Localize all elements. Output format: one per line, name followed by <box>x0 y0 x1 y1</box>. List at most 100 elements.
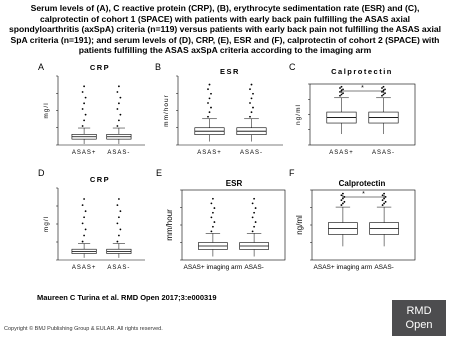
logo <box>392 300 446 336</box>
outlier <box>119 113 122 116</box>
panel-title: ESR <box>226 179 243 188</box>
outlier <box>81 240 84 243</box>
outlier <box>250 111 253 114</box>
outlier <box>83 234 85 237</box>
outlier <box>116 125 119 127</box>
outlier <box>119 210 122 213</box>
outlier <box>84 228 87 231</box>
outlier <box>251 216 254 219</box>
outlier <box>210 216 213 219</box>
outlier <box>384 92 386 95</box>
x-tick-label: ASAS- <box>374 264 394 271</box>
panel-letter: C <box>289 62 296 72</box>
outlier <box>213 207 216 209</box>
outlier <box>210 202 213 205</box>
outlier <box>83 216 85 219</box>
panel-letter: E <box>156 168 162 178</box>
outlier <box>81 204 84 207</box>
outlier <box>83 102 85 105</box>
citation: Maureen C Turina et al. RMD Open 2017;3:… <box>37 293 217 302</box>
outlier <box>208 83 211 86</box>
outlier <box>116 240 119 243</box>
x-tick-label: ASAS- <box>107 265 130 271</box>
outlier <box>382 85 385 88</box>
outlier <box>253 197 256 200</box>
outlier <box>249 115 251 118</box>
panel-letter: F <box>289 168 295 178</box>
y-axis-label: ng/ml <box>295 215 304 235</box>
outlier <box>384 200 387 203</box>
outlier <box>251 202 254 205</box>
outlier <box>339 94 341 97</box>
outlier <box>381 94 383 97</box>
y-axis-label: ng/ml <box>295 104 302 125</box>
x-tick-label: ASAS+ <box>329 150 354 156</box>
outlier <box>252 92 254 95</box>
y-axis-label: mm/hour <box>165 209 174 241</box>
outlier <box>210 230 213 233</box>
x-tick-label: ASAS- <box>240 150 263 156</box>
outlier <box>119 96 122 99</box>
outlier <box>118 85 120 88</box>
panel-title: Calprotectin <box>339 179 386 188</box>
outlier <box>207 88 209 91</box>
outlier <box>84 210 87 213</box>
outlier <box>207 115 209 118</box>
slide-title: Serum levels of (A), C reactive protein … <box>8 3 442 56</box>
logo-text: RMD <box>406 305 431 317</box>
outlier <box>250 97 253 100</box>
x-tick-label: ASAS- <box>244 264 264 271</box>
outlier <box>208 111 211 114</box>
outlier <box>118 234 120 237</box>
outlier <box>81 108 84 110</box>
panel-title: CRP <box>90 175 110 184</box>
outlier <box>250 83 253 86</box>
outlier <box>384 196 387 198</box>
outlier <box>210 106 212 109</box>
outlier <box>251 230 254 233</box>
outlier <box>118 102 120 105</box>
outlier <box>119 228 122 231</box>
outlier <box>116 108 119 110</box>
x-tick-label: ASAS+ <box>72 265 97 271</box>
outlier <box>382 93 385 96</box>
outlier <box>81 91 84 93</box>
outlier <box>208 97 211 100</box>
outlier <box>213 221 216 223</box>
outlier <box>383 202 385 205</box>
outlier <box>384 88 386 91</box>
outlier <box>116 91 119 93</box>
outlier <box>118 198 120 200</box>
significance-label: * <box>362 191 365 198</box>
outlier <box>342 88 344 91</box>
outlier <box>210 92 212 95</box>
copyright: Copyright © BMJ Publishing Group & EULAR… <box>4 325 163 332</box>
y-axis-label: mg/l <box>43 102 50 118</box>
outlier <box>340 204 343 206</box>
outlier <box>340 85 343 88</box>
outlier <box>116 222 119 225</box>
x-tick-label: ASAS+ imaging arm <box>184 264 243 271</box>
outlier <box>381 91 383 93</box>
outlier <box>253 211 256 214</box>
outlier <box>118 119 120 122</box>
x-tick-label: ASAS- <box>107 150 130 156</box>
x-tick-label: ASAS+ <box>72 150 97 156</box>
panel-title: CRP <box>90 63 110 72</box>
outlier <box>339 87 341 89</box>
panel-title: ESR <box>220 67 240 76</box>
panel-letter: B <box>155 62 161 72</box>
outlier <box>254 207 257 209</box>
outlier <box>81 222 84 225</box>
panel-letter: D <box>38 168 45 178</box>
figure-background <box>30 61 422 293</box>
panel-letter: A <box>38 62 44 72</box>
outlier <box>249 102 251 104</box>
outlier <box>116 204 119 207</box>
x-tick-label: ASAS+ imaging arm <box>314 264 373 271</box>
outlier <box>253 225 256 228</box>
outlier <box>340 93 343 96</box>
outlier <box>118 216 120 219</box>
